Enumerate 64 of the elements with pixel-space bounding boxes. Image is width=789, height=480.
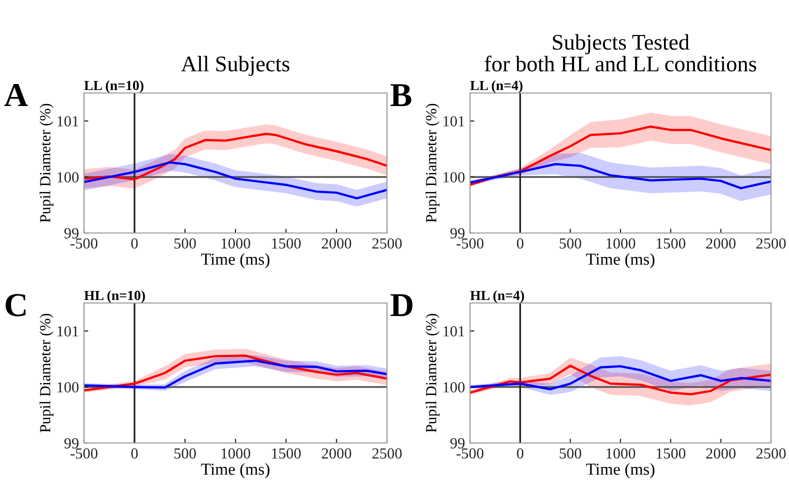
- x-tick-label: 0: [131, 448, 138, 459]
- x-tick-label: 1000: [222, 238, 250, 249]
- x-axis-title: Time (ms): [586, 253, 654, 268]
- chart-title: HL (n=10): [84, 290, 145, 303]
- x-tick-label: 1000: [606, 238, 636, 249]
- x-axis-title: Time (ms): [201, 463, 270, 478]
- y-tick-label: 101: [444, 326, 464, 336]
- text: A: [4, 84, 28, 106]
- x-tick-label: 0: [516, 238, 524, 249]
- x-tick-label: 2000: [706, 448, 736, 459]
- line-series: [470, 163, 771, 190]
- y-tick-label: 99: [450, 438, 465, 448]
- chart-title: HL (n=4): [470, 290, 524, 303]
- x-tick-label: 2000: [322, 448, 352, 459]
- x-axis-title: Time (ms): [586, 463, 654, 478]
- x-tick-label: -500: [456, 448, 484, 459]
- x-tick-label: 2500: [756, 238, 786, 249]
- y-tick-label: 99: [64, 438, 79, 448]
- text: B: [390, 84, 412, 106]
- x-tick-label: 1500: [272, 238, 301, 249]
- y-tick-label: 101: [58, 116, 78, 126]
- line-series: [84, 161, 387, 200]
- y-tick-label: 100: [58, 382, 79, 392]
- x-tick-label: -500: [70, 238, 98, 249]
- y-axis-title: Pupil Diameter (%): [426, 104, 440, 222]
- x-tick-label: 500: [560, 238, 582, 249]
- x-axis-title: Time (ms): [201, 253, 270, 268]
- x-tick-label: -500: [70, 448, 98, 459]
- x-tick-label: 2500: [372, 238, 402, 249]
- y-tick-label: 99: [450, 228, 465, 238]
- x-tick-label: 2000: [706, 238, 736, 249]
- x-tick-label: 0: [516, 448, 524, 459]
- y-tick-label: 100: [444, 382, 465, 392]
- chart-title: LL (n=4): [470, 80, 522, 93]
- x-tick-label: 500: [560, 448, 582, 459]
- y-tick-label: 100: [444, 172, 465, 182]
- y-tick-label: 99: [64, 228, 79, 238]
- x-tick-label: 2000: [322, 238, 352, 249]
- chart-subtitle: Subjects Tested for both HL and LL conditions: [484, 34, 756, 72]
- y-axis-title: Pupil Diameter (%): [40, 104, 54, 222]
- x-tick-label: 1500: [656, 238, 686, 249]
- x-tick-label: -500: [456, 238, 484, 249]
- line-series: [470, 125, 771, 186]
- line-series: [470, 365, 771, 390]
- y-axis-title: Pupil Diameter (%): [40, 314, 54, 432]
- x-tick-label: 2500: [756, 448, 786, 459]
- text: D: [390, 294, 412, 316]
- x-tick-label: 1000: [606, 448, 636, 459]
- x-tick-label: 1000: [222, 448, 250, 459]
- line-series: [470, 364, 771, 396]
- chart-title: LL (n=10): [84, 80, 144, 93]
- x-tick-label: 1500: [656, 448, 686, 459]
- x-tick-label: 500: [174, 448, 196, 459]
- text: C: [6, 294, 26, 316]
- x-tick-label: 0: [131, 238, 138, 249]
- y-tick-label: 101: [58, 326, 78, 336]
- x-tick-label: 1500: [272, 448, 301, 459]
- line-series: [84, 132, 387, 180]
- x-tick-label: 500: [174, 238, 196, 249]
- chart-subtitle: All Subjects: [181, 56, 290, 76]
- y-tick-label: 101: [444, 116, 464, 126]
- x-tick-label: 2500: [372, 448, 402, 459]
- y-tick-label: 100: [58, 172, 79, 182]
- y-axis-title: Pupil Diameter (%): [426, 314, 440, 432]
